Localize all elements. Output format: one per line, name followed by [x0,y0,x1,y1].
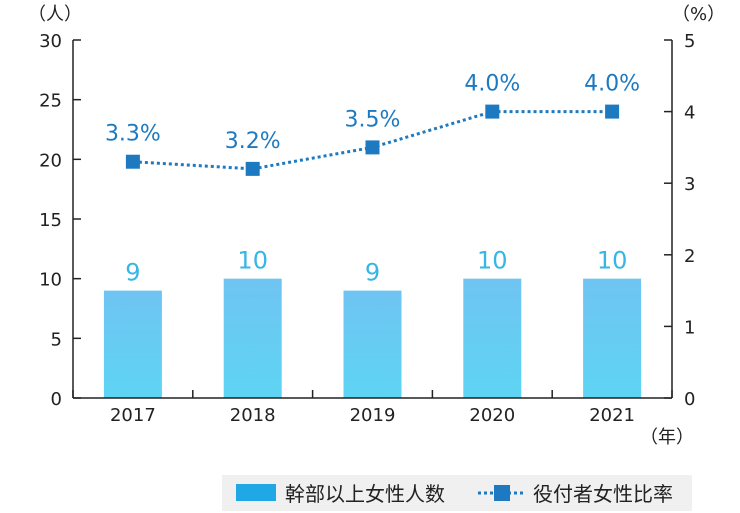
bar-value-label: 10 [477,247,508,275]
left-axis-unit: （人） [28,4,82,25]
left-tick-label: 0 [51,389,62,410]
bar-value-label: 10 [237,247,268,275]
x-tick-label: 2021 [589,405,635,426]
right-tick-label: 3 [684,174,695,195]
bar-2017 [103,290,162,398]
bar-value-label: 9 [365,259,380,287]
right-axis-unit: （%） [672,4,725,25]
x-tick-label: 2020 [469,405,515,426]
left-tick-label: 5 [51,329,62,350]
left-tick-label: 20 [39,150,62,171]
line-point-2019 [365,140,380,155]
line-value-label: 3.3% [105,122,161,147]
line-value-label: 3.5% [345,107,401,132]
left-tick-label: 25 [39,91,62,112]
line-value-label: 4.0% [464,72,520,97]
x-tick-label: 2018 [230,405,276,426]
bar-value-label: 10 [597,247,628,275]
line-point-2018 [245,161,260,176]
line-series: 3.3% 3.2% 3.5% 4.0% 4.0% [105,72,640,176]
legend-label-bar: 幹部以上女性人数 [285,482,445,506]
left-tick-label: 30 [39,31,62,52]
legend-swatch-bar [236,484,276,501]
x-tick-label: 2019 [350,405,396,426]
bar-value-label: 9 [125,259,140,287]
bar-series: 9 10 9 10 10 [103,247,642,398]
left-tick-label: 15 [39,210,62,231]
right-tick-label: 2 [684,246,695,267]
legend-background [222,475,692,511]
legend-label-line: 役付者女性比率 [533,482,673,506]
right-tick-label: 4 [684,103,695,124]
right-tick-label: 1 [684,317,695,338]
x-tick-label: 2017 [110,405,156,426]
left-tick-label: 10 [39,270,62,291]
right-tick-label: 0 [684,389,695,410]
line-point-2017 [125,154,140,169]
line-point-2020 [485,104,500,119]
line-value-label: 3.2% [225,129,281,154]
bar-2018 [223,278,282,398]
legend-swatch-marker [494,485,510,501]
legend: 幹部以上女性人数 役付者女性比率 [222,475,692,511]
x-axis-unit: （年） [640,427,694,448]
bar-2020 [463,278,522,398]
bar-2019 [343,290,402,398]
axes: 0 5 10 15 20 25 30 0 1 2 3 4 5 2017 2018 2019 2020 2021 [39,31,695,426]
line-value-label: 4.0% [584,72,640,97]
bar-2021 [583,278,642,398]
line-point-2021 [605,104,620,119]
right-tick-label: 5 [684,31,695,52]
